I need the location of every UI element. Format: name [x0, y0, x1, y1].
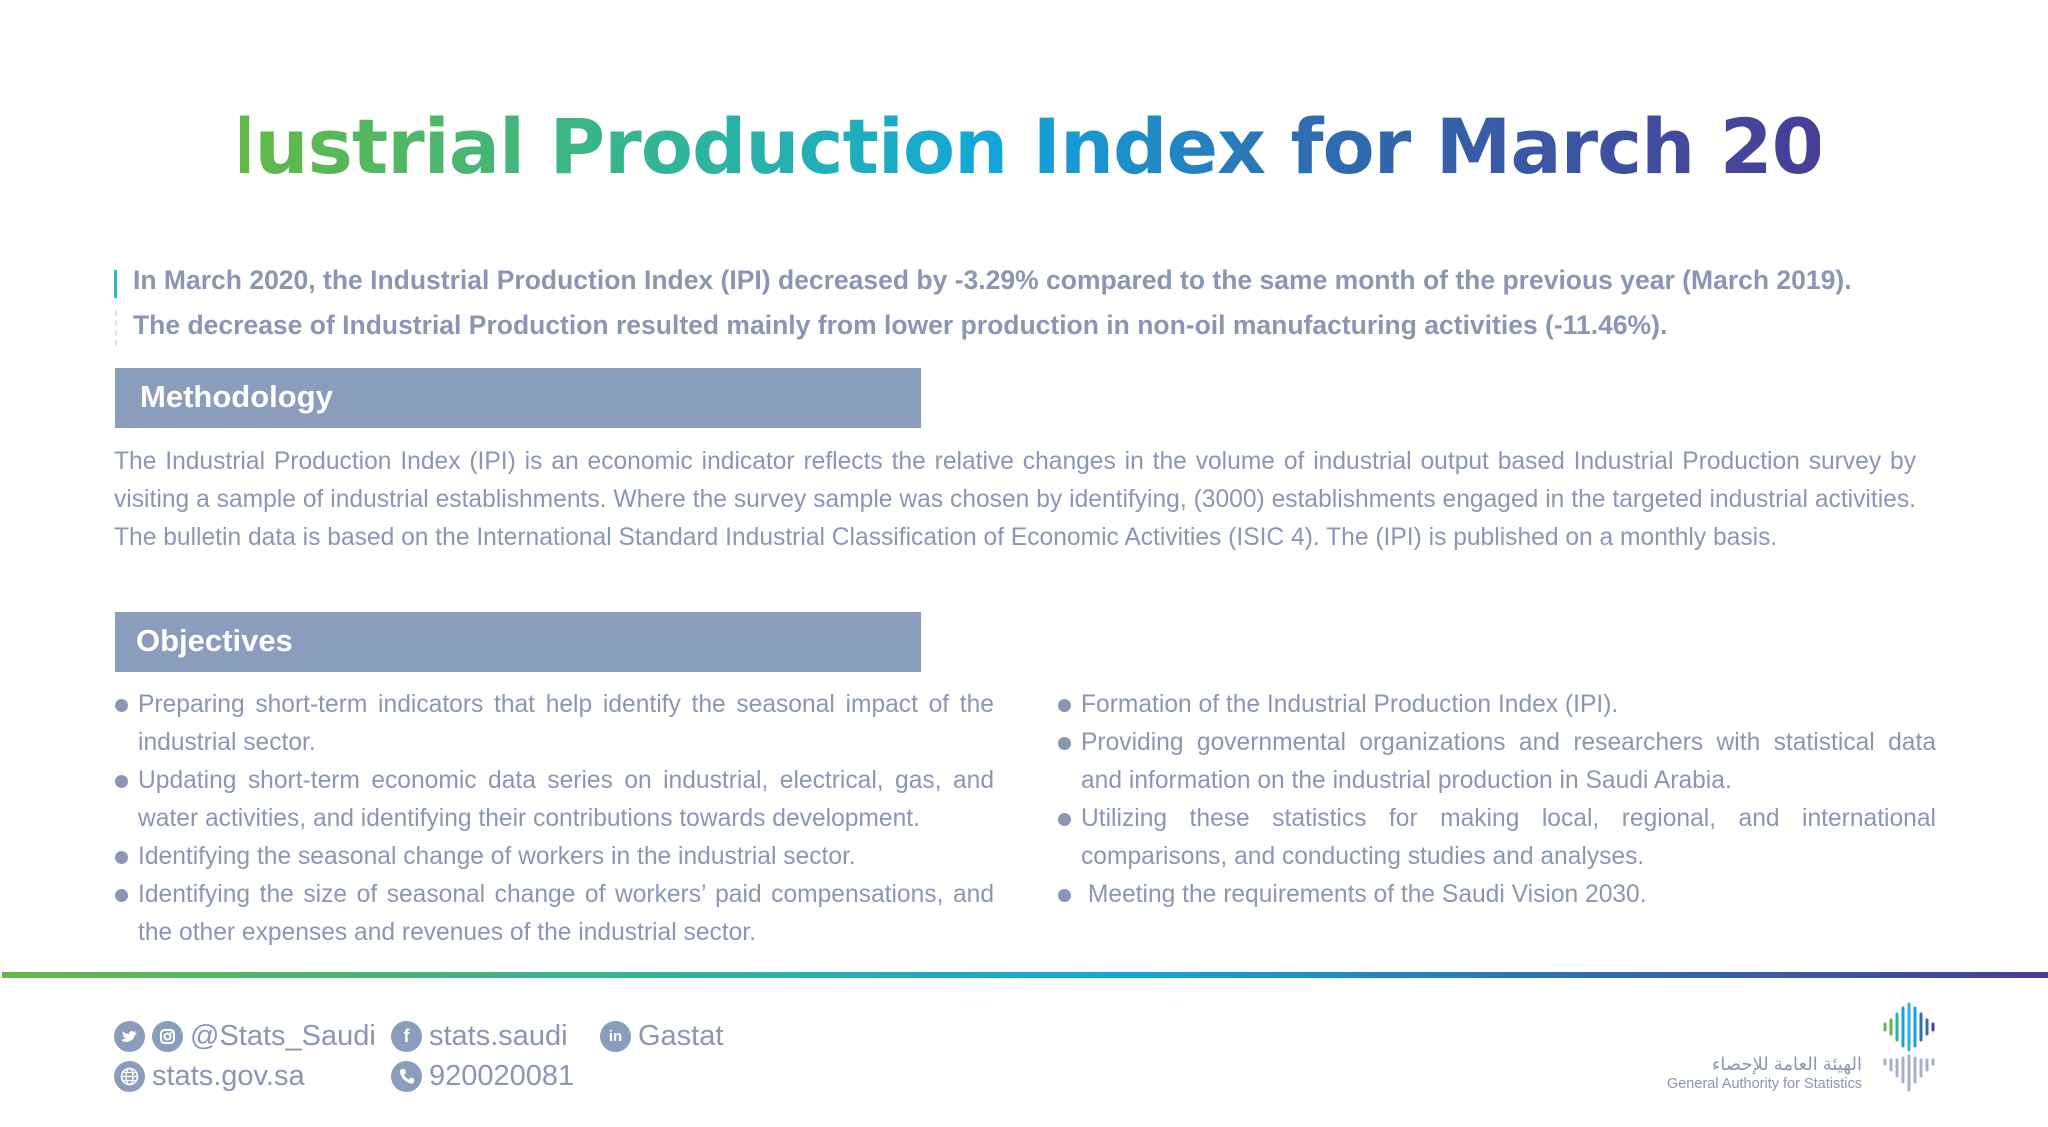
summary-line-1: In March 2020, the Industrial Production… — [133, 265, 1852, 295]
methodology-heading: Methodology — [115, 368, 921, 428]
bullet-icon — [1058, 699, 1071, 712]
facebook-handle[interactable]: stats.saudi — [429, 1019, 568, 1052]
objective-item: Identifying the seasonal change of worke… — [114, 838, 994, 876]
phone-icon[interactable] — [391, 1060, 422, 1092]
objective-item: Updating short-term economic data series… — [114, 762, 994, 838]
objectives-list-right: Formation of the Industrial Production I… — [1057, 686, 1936, 914]
bullet-icon — [1058, 889, 1071, 902]
footer-social-linkedin[interactable]: in Gastat — [600, 1018, 723, 1054]
footer-social-facebook[interactable]: f stats.saudi — [391, 1018, 568, 1054]
objective-item: Identifying the size of seasonal change … — [114, 876, 994, 952]
page-title: Industrial Production Index for March 20… — [0, 92, 2048, 202]
bullet-icon — [115, 889, 128, 902]
summary-accent-bar — [114, 270, 117, 298]
objective-item: Formation of the Industrial Production I… — [1057, 686, 1936, 724]
globe-icon[interactable] — [114, 1060, 145, 1092]
summary-line-2: The decrease of Industrial Production re… — [133, 310, 1668, 340]
objective-item: Utilizing these statistics for making lo… — [1057, 800, 1936, 876]
bullet-icon — [115, 851, 128, 864]
gastat-logo-icon — [1876, 1002, 1942, 1099]
bullet-icon — [1058, 737, 1071, 750]
footer-website[interactable]: stats.gov.sa — [114, 1058, 305, 1094]
summary-accent-dash — [115, 310, 117, 346]
phone-number[interactable]: 920020081 — [429, 1059, 575, 1092]
bullet-icon — [115, 699, 128, 712]
footer-phone[interactable]: 920020081 — [391, 1058, 574, 1094]
linkedin-icon[interactable]: in — [600, 1020, 631, 1052]
bullet-icon — [115, 775, 128, 788]
instagram-icon[interactable] — [152, 1020, 183, 1052]
methodology-text: The Industrial Production Index (IPI) is… — [114, 448, 1916, 551]
linkedin-handle[interactable]: Gastat — [638, 1019, 724, 1052]
twitter-instagram-handle[interactable]: @Stats_Saudi — [190, 1019, 376, 1052]
website-link[interactable]: stats.gov.sa — [152, 1059, 305, 1092]
objective-item: Preparing short-term indicators that hel… — [114, 686, 994, 762]
objective-item: Meeting the requirements of the Saudi Vi… — [1057, 876, 1936, 914]
footer-divider — [2, 972, 2048, 978]
bullet-icon — [1058, 813, 1071, 826]
objectives-list-left: Preparing short-term indicators that hel… — [114, 686, 994, 952]
org-name-english: General Authority for Statistics — [1666, 1076, 1862, 1092]
summary-block: In March 2020, the Industrial Production… — [114, 258, 1974, 348]
twitter-icon[interactable] — [114, 1020, 145, 1052]
objective-item: Providing governmental organizations and… — [1057, 724, 1936, 800]
facebook-icon[interactable]: f — [391, 1020, 422, 1052]
footer-social-twitter-instagram[interactable]: @Stats_Saudi — [114, 1018, 376, 1054]
org-name-arabic: الهيئة العامة للإحصاء — [1711, 1054, 1862, 1074]
objectives-heading: Objectives — [115, 612, 921, 672]
